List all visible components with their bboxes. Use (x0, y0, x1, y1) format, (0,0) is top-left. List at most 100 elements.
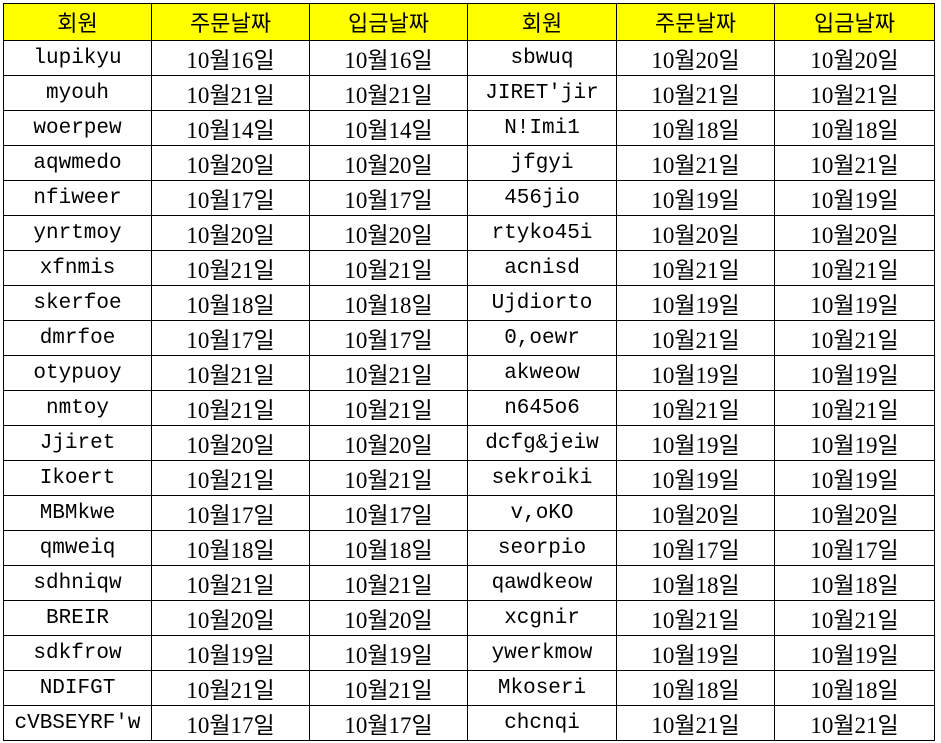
order-date-cell[interactable]: 10월19일 (616, 635, 775, 671)
order-date-cell[interactable]: 10월17일 (151, 495, 310, 531)
header-order-date-cell[interactable]: 주문날짜 (616, 3, 775, 41)
order-date-cell[interactable]: 10월18일 (616, 565, 775, 601)
order-date-cell[interactable]: 10월16일 (151, 40, 310, 76)
header-member-cell[interactable]: 회원 (467, 3, 617, 41)
member-cell[interactable]: aqwmedo (3, 145, 152, 181)
payment-date-cell[interactable]: 10월17일 (309, 320, 468, 356)
payment-date-cell[interactable]: 10월18일 (774, 670, 935, 706)
member-cell[interactable]: xfnmis (3, 250, 152, 286)
member-cell[interactable]: v,oKO (467, 495, 617, 531)
member-cell[interactable]: woerpew (3, 110, 152, 146)
order-date-cell[interactable]: 10월21일 (151, 565, 310, 601)
payment-date-cell[interactable]: 10월18일 (774, 110, 935, 146)
payment-date-cell[interactable]: 10월21일 (309, 75, 468, 111)
payment-date-cell[interactable]: 10월20일 (774, 40, 935, 76)
member-cell[interactable]: akweow (467, 355, 617, 391)
member-cell[interactable]: MBMkwe (3, 495, 152, 531)
payment-date-cell[interactable]: 10월20일 (309, 215, 468, 251)
order-date-cell[interactable]: 10월20일 (616, 40, 775, 76)
order-date-cell[interactable]: 10월19일 (151, 635, 310, 671)
member-cell[interactable]: dcfg&jeiw (467, 425, 617, 461)
order-date-cell[interactable]: 10월21일 (151, 355, 310, 391)
member-cell[interactable]: dmrfoe (3, 320, 152, 356)
payment-date-cell[interactable]: 10월21일 (309, 250, 468, 286)
payment-date-cell[interactable]: 10월17일 (309, 180, 468, 216)
order-date-cell[interactable]: 10월14일 (151, 110, 310, 146)
payment-date-cell[interactable]: 10월20일 (309, 145, 468, 181)
member-cell[interactable]: qmweiq (3, 530, 152, 566)
payment-date-cell[interactable]: 10월20일 (774, 495, 935, 531)
order-date-cell[interactable]: 10월19일 (616, 180, 775, 216)
order-date-cell[interactable]: 10월18일 (616, 670, 775, 706)
order-date-cell[interactable]: 10월21일 (616, 250, 775, 286)
payment-date-cell[interactable]: 10월20일 (309, 600, 468, 636)
order-date-cell[interactable]: 10월20일 (616, 495, 775, 531)
order-date-cell[interactable]: 10월17일 (151, 180, 310, 216)
order-date-cell[interactable]: 10월20일 (151, 425, 310, 461)
member-cell[interactable]: jfgyi (467, 145, 617, 181)
header-payment-date-cell[interactable]: 입금날짜 (774, 3, 935, 41)
order-date-cell[interactable]: 10월21일 (151, 460, 310, 496)
member-cell[interactable]: myouh (3, 75, 152, 111)
order-date-cell[interactable]: 10월21일 (151, 250, 310, 286)
payment-date-cell[interactable]: 10월21일 (309, 460, 468, 496)
member-cell[interactable]: nfiweer (3, 180, 152, 216)
order-date-cell[interactable]: 10월21일 (151, 670, 310, 706)
order-date-cell[interactable]: 10월21일 (616, 145, 775, 181)
member-cell[interactable]: cVBSEYRF'w (3, 705, 152, 741)
order-date-cell[interactable]: 10월19일 (616, 355, 775, 391)
payment-date-cell[interactable]: 10월18일 (309, 285, 468, 321)
member-cell[interactable]: ynrtmoy (3, 215, 152, 251)
order-date-cell[interactable]: 10월17일 (616, 530, 775, 566)
member-cell[interactable]: Ikoert (3, 460, 152, 496)
member-cell[interactable]: ywerkmow (467, 635, 617, 671)
payment-date-cell[interactable]: 10월18일 (774, 565, 935, 601)
payment-date-cell[interactable]: 10월21일 (774, 75, 935, 111)
order-date-cell[interactable]: 10월21일 (616, 320, 775, 356)
order-date-cell[interactable]: 10월21일 (616, 75, 775, 111)
order-date-cell[interactable]: 10월17일 (151, 705, 310, 741)
order-date-cell[interactable]: 10월18일 (151, 530, 310, 566)
order-date-cell[interactable]: 10월21일 (151, 390, 310, 426)
payment-date-cell[interactable]: 10월21일 (309, 565, 468, 601)
member-cell[interactable]: xcgnir (467, 600, 617, 636)
order-date-cell[interactable]: 10월21일 (616, 705, 775, 741)
order-date-cell[interactable]: 10월19일 (616, 460, 775, 496)
order-date-cell[interactable]: 10월17일 (151, 320, 310, 356)
member-cell[interactable]: BREIR (3, 600, 152, 636)
order-date-cell[interactable]: 10월18일 (151, 285, 310, 321)
payment-date-cell[interactable]: 10월19일 (774, 635, 935, 671)
order-date-cell[interactable]: 10월20일 (151, 600, 310, 636)
payment-date-cell[interactable]: 10월21일 (774, 320, 935, 356)
payment-date-cell[interactable]: 10월19일 (774, 180, 935, 216)
payment-date-cell[interactable]: 10월21일 (309, 355, 468, 391)
payment-date-cell[interactable]: 10월21일 (309, 670, 468, 706)
member-cell[interactable]: JIRET'jir (467, 75, 617, 111)
order-date-cell[interactable]: 10월21일 (151, 75, 310, 111)
order-date-cell[interactable]: 10월20일 (151, 145, 310, 181)
member-cell[interactable]: seorpio (467, 530, 617, 566)
member-cell[interactable]: qawdkeow (467, 565, 617, 601)
payment-date-cell[interactable]: 10월14일 (309, 110, 468, 146)
member-cell[interactable]: lupikyu (3, 40, 152, 76)
member-cell[interactable]: 456jio (467, 180, 617, 216)
payment-date-cell[interactable]: 10월19일 (309, 635, 468, 671)
member-cell[interactable]: sdkfrow (3, 635, 152, 671)
payment-date-cell[interactable]: 10월21일 (774, 145, 935, 181)
order-date-cell[interactable]: 10월19일 (616, 285, 775, 321)
payment-date-cell[interactable]: 10월20일 (309, 425, 468, 461)
member-cell[interactable]: acnisd (467, 250, 617, 286)
payment-date-cell[interactable]: 10월20일 (774, 215, 935, 251)
header-payment-date-cell[interactable]: 입금날짜 (309, 3, 468, 41)
payment-date-cell[interactable]: 10월17일 (774, 530, 935, 566)
payment-date-cell[interactable]: 10월21일 (774, 705, 935, 741)
order-date-cell[interactable]: 10월18일 (616, 110, 775, 146)
member-cell[interactable]: Jjiret (3, 425, 152, 461)
member-cell[interactable]: Ujdiorto (467, 285, 617, 321)
member-cell[interactable]: chcnqi (467, 705, 617, 741)
payment-date-cell[interactable]: 10월17일 (309, 705, 468, 741)
member-cell[interactable]: sdhniqw (3, 565, 152, 601)
header-order-date-cell[interactable]: 주문날짜 (151, 3, 310, 41)
member-cell[interactable]: NDIFGT (3, 670, 152, 706)
payment-date-cell[interactable]: 10월19일 (774, 285, 935, 321)
